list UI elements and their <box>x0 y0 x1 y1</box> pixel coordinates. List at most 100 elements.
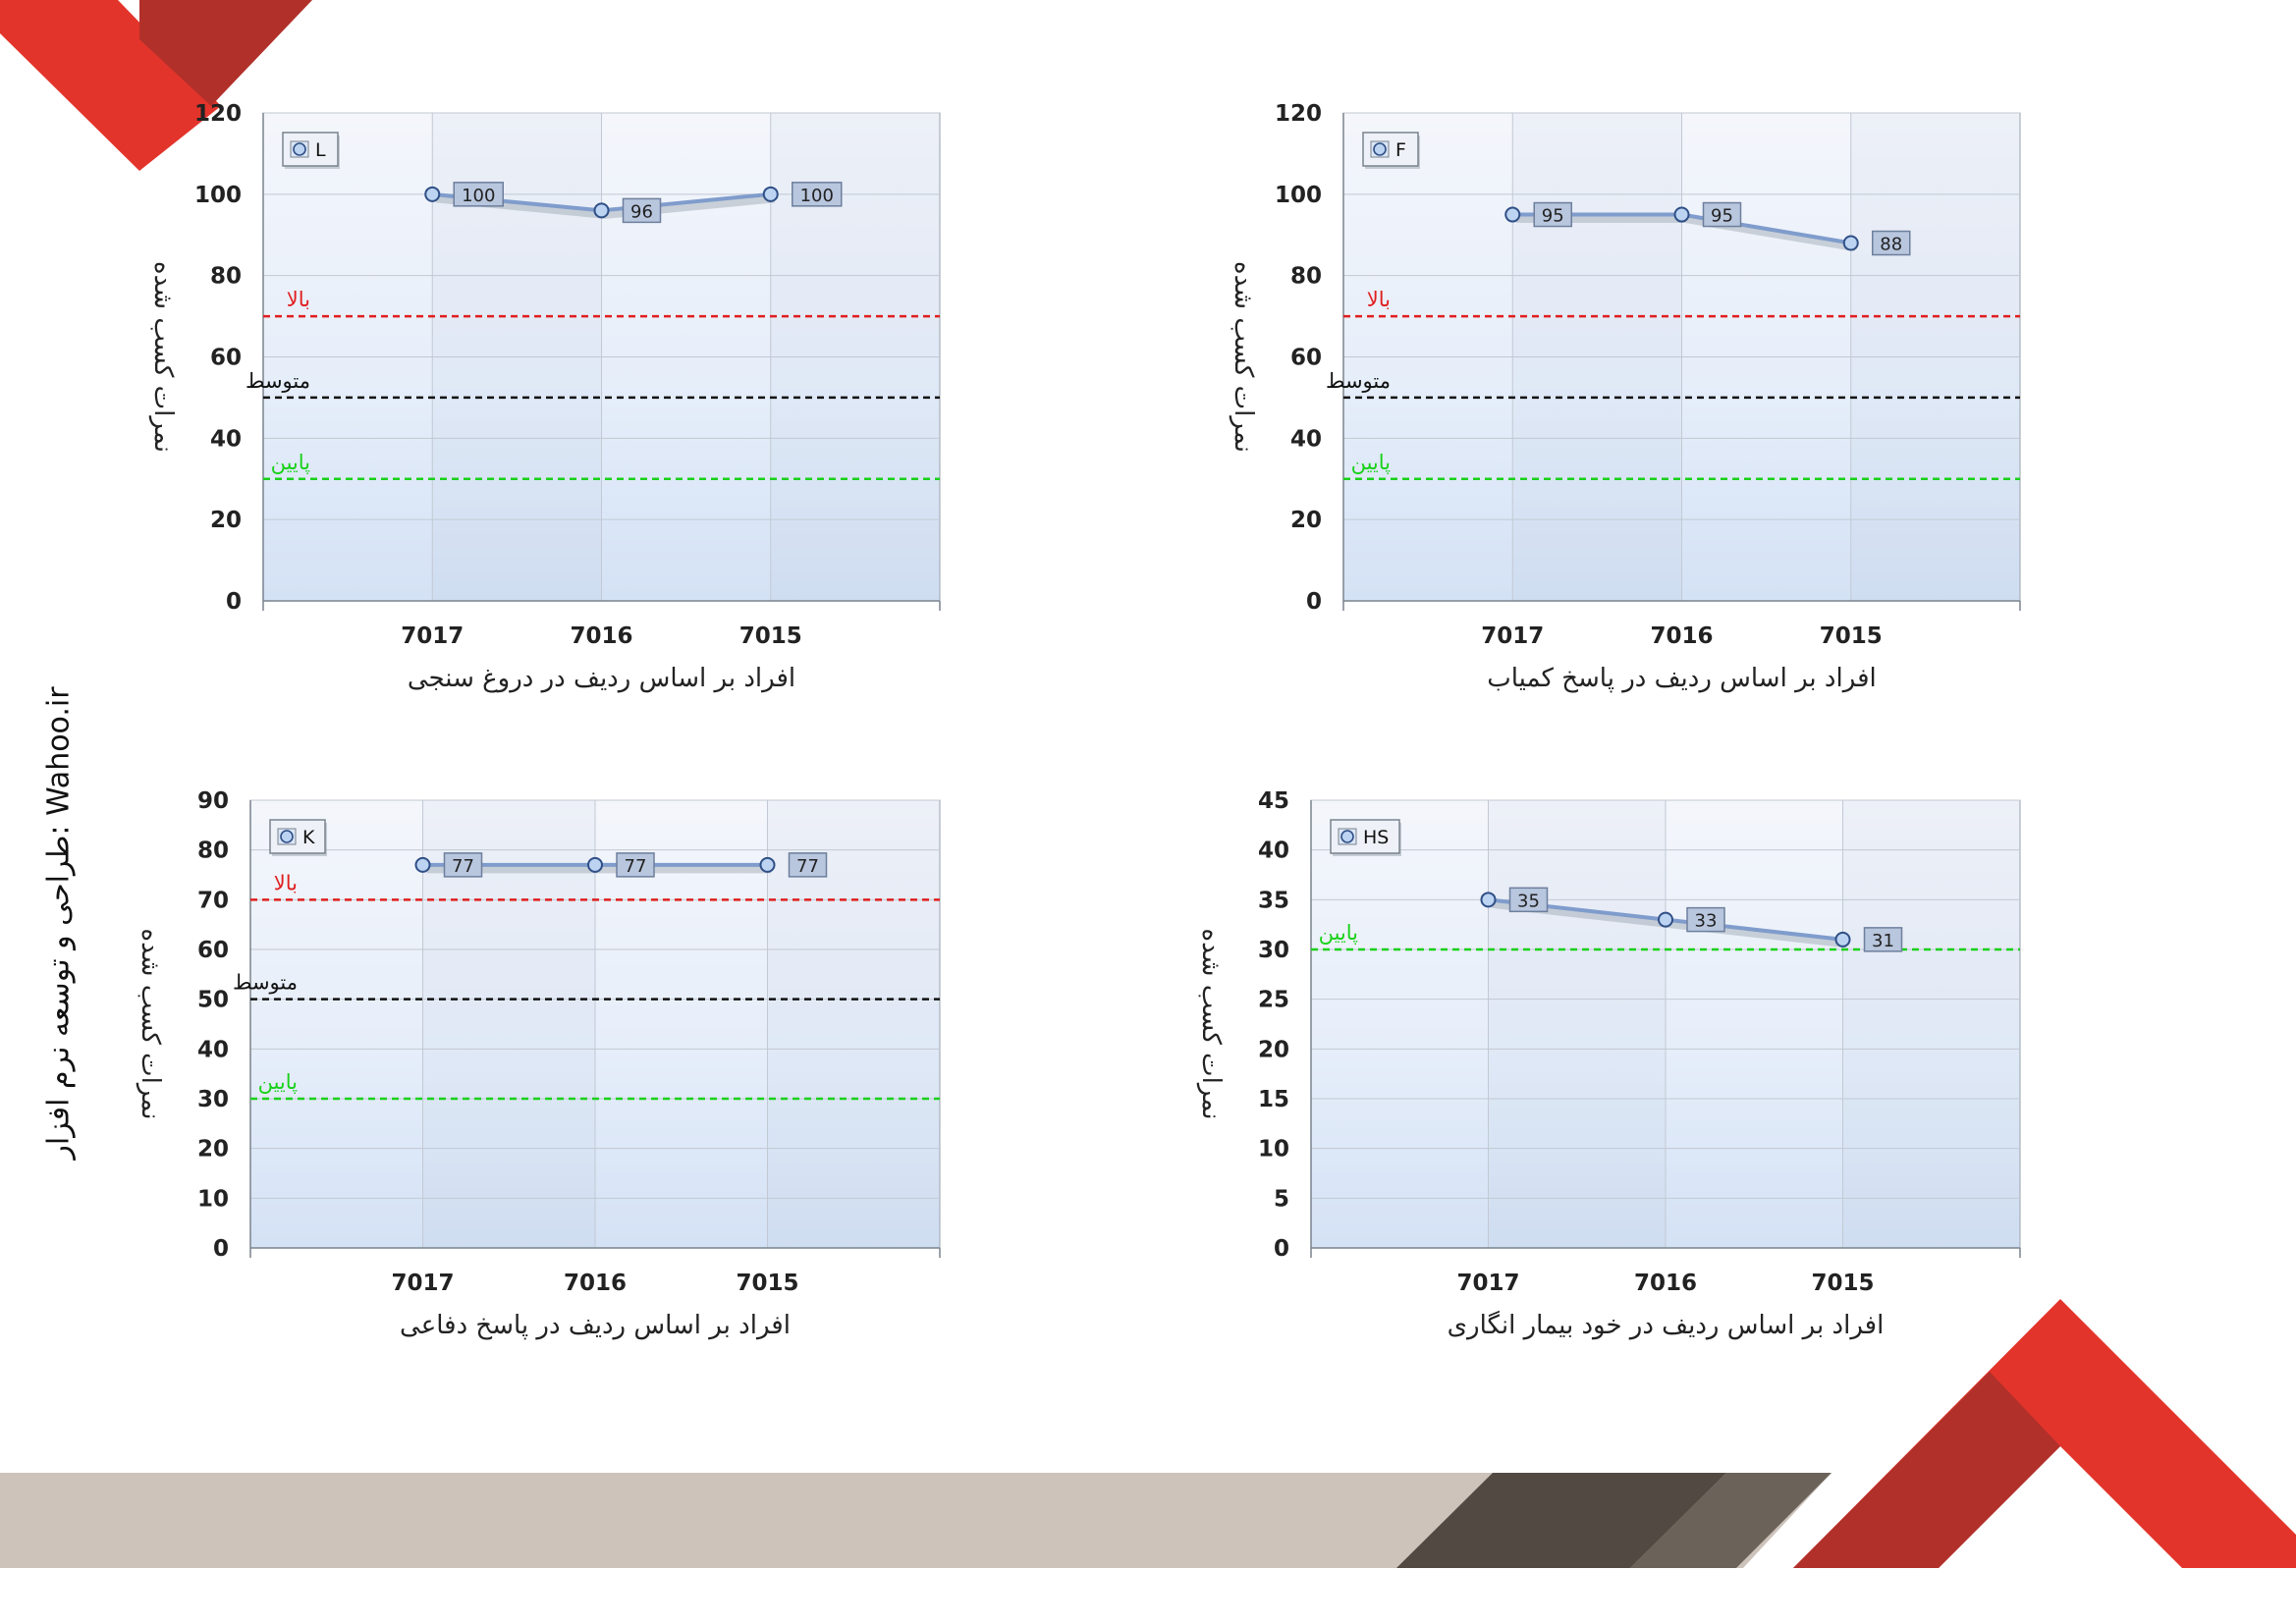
y-tick-label: 40 <box>1290 426 1322 452</box>
top-left-dark-chevron <box>139 0 312 106</box>
x-tick-label: 7015 <box>1811 1271 1874 1296</box>
threshold-label: بالا <box>1367 288 1391 311</box>
legend-marker-icon <box>293 142 306 156</box>
data-label-box <box>443 852 483 878</box>
data-point <box>1504 206 1521 223</box>
data-label-box <box>1533 201 1572 228</box>
bottom-gray-band <box>0 1473 1831 1568</box>
threshold-label: پایین <box>258 1070 299 1094</box>
data-label: 35 <box>1517 891 1540 911</box>
threshold-label: بالا <box>287 288 310 311</box>
data-point <box>762 186 779 202</box>
y-axis-title: نمرات کسب شده <box>1196 929 1226 1120</box>
chart-rare-response: 0 20 40 60 80 100 120 7017 7016 7015 افراد بر اساس… <box>1208 88 2288 766</box>
chart-lie-scale: 0 20 40 60 80 100 120 7017 7016 7015 افراد بر اساس… <box>128 88 1208 766</box>
x-tick-label: 7017 <box>1456 1271 1519 1296</box>
y-tick-label: 100 <box>1275 183 1322 208</box>
y-tick-label: 100 <box>194 183 242 208</box>
y-axis-title: نمرات کسب شده <box>136 929 165 1120</box>
bottom-mid-band <box>1630 1473 1831 1568</box>
legend-label: K <box>302 827 315 848</box>
data-label: 88 <box>1880 235 1902 255</box>
data-label: 95 <box>1542 206 1564 227</box>
data-label: 96 <box>630 201 653 222</box>
legend-marker-icon <box>1340 830 1354 843</box>
y-tick-label: 70 <box>197 888 229 913</box>
y-tick-label: 40 <box>1258 839 1289 864</box>
data-label: 31 <box>1872 931 1894 951</box>
y-tick-label: 120 <box>194 101 242 127</box>
y-tick-label: 10 <box>1258 1137 1289 1163</box>
bottom-right-dark-chevron <box>1793 1372 2060 1568</box>
plot-band <box>1488 800 1666 1248</box>
x-axis-title: افراد بر اساس ردیف در دروغ سنجی <box>408 664 795 693</box>
x-axis-title: افراد بر اساس ردیف در پاسخ دفاعی <box>400 1311 791 1340</box>
x-tick-label: 7016 <box>570 623 632 649</box>
y-tick-label: 35 <box>1258 888 1289 913</box>
y-tick-label: 20 <box>1258 1037 1289 1062</box>
data-label-box <box>788 852 828 878</box>
y-tick-label: 80 <box>210 264 242 290</box>
y-tick-label: 20 <box>210 508 242 533</box>
y-tick-label: 80 <box>1290 264 1322 290</box>
y-tick-label: 30 <box>1258 938 1289 963</box>
y-tick-label: 120 <box>1275 101 1322 127</box>
x-tick-label: 7015 <box>736 1271 798 1296</box>
y-tick-label: 15 <box>1258 1087 1289 1112</box>
data-label-box <box>1686 906 1725 933</box>
data-point <box>424 186 441 202</box>
legend-label: HS <box>1363 827 1389 848</box>
x-axis-title: افراد بر اساس ردیف در پاسخ کمیاب <box>1487 664 1876 693</box>
y-tick-label: 20 <box>1290 508 1322 533</box>
y-tick-label: 60 <box>1290 346 1322 371</box>
data-point <box>1842 235 1859 251</box>
y-tick-label: 60 <box>210 346 242 371</box>
plot-band <box>1842 800 2020 1248</box>
data-label: 100 <box>800 186 834 206</box>
data-label: 77 <box>625 856 647 877</box>
data-point <box>1834 931 1851 947</box>
chart-lie-scale-svg: 0 20 40 60 80 100 120 7017 7016 7015 افراد بر اساس… <box>148 101 941 693</box>
x-tick-label: 7015 <box>739 623 802 649</box>
threshold-label: پایین <box>1319 921 1359 945</box>
y-tick-label: 0 <box>1306 589 1322 615</box>
data-label-box <box>1702 201 1742 228</box>
y-tick-label: 0 <box>213 1236 229 1262</box>
legend-label: L <box>315 139 326 161</box>
x-tick-label: 7017 <box>1481 623 1544 649</box>
x-tick-label: 7016 <box>1650 623 1713 649</box>
bottom-dark-band <box>1396 1473 1726 1568</box>
data-label-box <box>453 182 504 207</box>
data-label-box <box>1872 230 1911 256</box>
threshold-label: پایین <box>271 451 311 474</box>
x-tick-label: 7016 <box>564 1271 627 1296</box>
data-label: 100 <box>462 186 495 206</box>
chart-defensive-response-svg: 0 10 20 30 40 50 60 70 80 90 7017 7016 7015 افراد بر … <box>136 788 941 1340</box>
chart-rare-response-svg: 0 20 40 60 80 100 120 7017 7016 7015 افراد بر اساس… <box>1229 101 2021 693</box>
data-point <box>1673 206 1690 223</box>
data-point <box>759 856 776 873</box>
data-point <box>1658 911 1673 928</box>
y-tick-label: 30 <box>197 1087 229 1112</box>
y-tick-label: 45 <box>1258 788 1289 814</box>
threshold-label: بالا <box>274 871 298 894</box>
y-axis-title: نمرات کسب شده <box>1229 261 1258 453</box>
data-point <box>587 856 603 873</box>
side-credit-text: طراحی و توسعه نرم افزار: Wahoo.ir <box>41 686 77 1160</box>
data-label-box <box>792 182 843 207</box>
threshold-label: متوسط <box>246 369 310 393</box>
threshold-label: پایین <box>1351 451 1392 474</box>
data-label: 77 <box>452 856 474 877</box>
y-tick-label: 40 <box>197 1037 229 1062</box>
chart-defensive-response: 0 10 20 30 40 50 60 70 80 90 7017 7016 7015 افراد بر … <box>128 776 1208 1453</box>
data-label-box <box>1508 887 1549 913</box>
y-tick-label: 50 <box>197 988 229 1013</box>
chart-hypochondriasis: 0 5 10 15 20 25 30 35 40 45 7017 7016 7015 افراد بر ا… <box>1196 776 2288 1453</box>
y-tick-label: 0 <box>226 589 242 615</box>
y-tick-label: 80 <box>197 839 229 864</box>
x-tick-label: 7017 <box>391 1271 454 1296</box>
x-tick-label: 7017 <box>401 623 464 649</box>
y-tick-label: 10 <box>197 1186 229 1212</box>
y-tick-label: 90 <box>197 788 229 814</box>
